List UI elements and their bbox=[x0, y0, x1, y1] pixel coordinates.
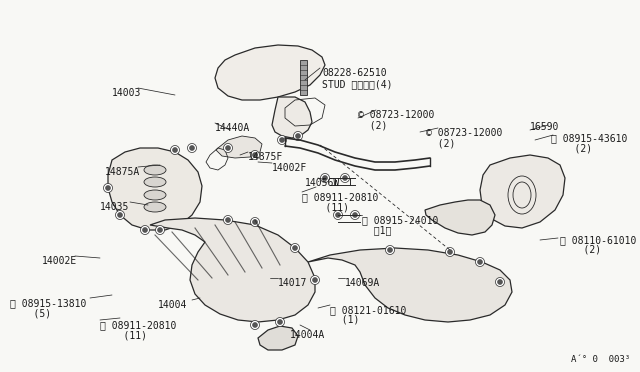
Circle shape bbox=[497, 279, 502, 285]
Circle shape bbox=[296, 134, 301, 138]
Circle shape bbox=[223, 215, 232, 224]
Text: Ⓝ 08911-20810: Ⓝ 08911-20810 bbox=[302, 192, 378, 202]
Text: Ⓝ 08915-13810: Ⓝ 08915-13810 bbox=[10, 298, 86, 308]
Text: Ⓜ 08915-24010: Ⓜ 08915-24010 bbox=[362, 215, 438, 225]
Text: Ⓝ 08911-20810: Ⓝ 08911-20810 bbox=[100, 320, 177, 330]
Text: STUD スタッド(4): STUD スタッド(4) bbox=[322, 79, 392, 89]
Circle shape bbox=[342, 176, 348, 180]
Text: 14004A: 14004A bbox=[290, 330, 325, 340]
Text: © 08723-12000: © 08723-12000 bbox=[426, 128, 502, 138]
Circle shape bbox=[321, 173, 330, 183]
Circle shape bbox=[278, 320, 282, 324]
Text: A´° 0  003³: A´° 0 003³ bbox=[571, 355, 630, 364]
Circle shape bbox=[476, 257, 484, 266]
Circle shape bbox=[294, 131, 303, 141]
Circle shape bbox=[173, 148, 177, 153]
Polygon shape bbox=[215, 45, 325, 100]
Circle shape bbox=[447, 250, 452, 254]
Circle shape bbox=[495, 278, 504, 286]
Text: 14069A: 14069A bbox=[345, 278, 380, 288]
Circle shape bbox=[118, 212, 122, 218]
Circle shape bbox=[189, 145, 195, 151]
Circle shape bbox=[143, 228, 147, 232]
Text: (1): (1) bbox=[330, 315, 360, 325]
Circle shape bbox=[225, 145, 230, 151]
Polygon shape bbox=[150, 218, 315, 322]
Ellipse shape bbox=[144, 177, 166, 187]
Text: (5): (5) bbox=[10, 308, 51, 318]
Circle shape bbox=[250, 218, 259, 227]
Circle shape bbox=[323, 176, 328, 180]
Text: 16590: 16590 bbox=[530, 122, 559, 132]
Circle shape bbox=[385, 246, 394, 254]
Ellipse shape bbox=[144, 190, 166, 200]
Text: 14035: 14035 bbox=[100, 202, 129, 212]
Circle shape bbox=[223, 144, 232, 153]
Polygon shape bbox=[258, 326, 298, 350]
Circle shape bbox=[291, 244, 300, 253]
Text: 14056W: 14056W bbox=[305, 178, 340, 188]
Polygon shape bbox=[216, 136, 262, 158]
Polygon shape bbox=[308, 248, 512, 322]
Circle shape bbox=[170, 145, 179, 154]
Circle shape bbox=[387, 247, 392, 253]
Circle shape bbox=[312, 278, 317, 282]
Text: 14017: 14017 bbox=[278, 278, 307, 288]
Circle shape bbox=[445, 247, 454, 257]
Circle shape bbox=[106, 186, 111, 190]
Circle shape bbox=[156, 225, 164, 234]
Text: (2): (2) bbox=[358, 120, 387, 130]
Circle shape bbox=[280, 138, 285, 142]
Text: (11): (11) bbox=[100, 330, 147, 340]
Ellipse shape bbox=[144, 202, 166, 212]
Circle shape bbox=[351, 211, 360, 219]
Circle shape bbox=[310, 276, 319, 285]
Polygon shape bbox=[480, 155, 565, 228]
Circle shape bbox=[353, 212, 358, 218]
Text: 14003: 14003 bbox=[112, 88, 141, 98]
Text: 14004: 14004 bbox=[158, 300, 188, 310]
Circle shape bbox=[141, 225, 150, 234]
Text: 14002E: 14002E bbox=[42, 256, 77, 266]
Circle shape bbox=[275, 317, 285, 327]
Circle shape bbox=[250, 151, 259, 160]
Circle shape bbox=[250, 321, 259, 330]
Polygon shape bbox=[272, 97, 312, 138]
Circle shape bbox=[157, 228, 163, 232]
Text: 14002F: 14002F bbox=[272, 163, 307, 173]
Circle shape bbox=[292, 246, 298, 250]
Circle shape bbox=[278, 135, 287, 144]
Text: Ⓜ 08915-43610: Ⓜ 08915-43610 bbox=[551, 133, 627, 143]
Ellipse shape bbox=[144, 165, 166, 175]
Text: 14875A: 14875A bbox=[105, 167, 140, 177]
Circle shape bbox=[335, 212, 340, 218]
Circle shape bbox=[253, 153, 257, 157]
Text: (2): (2) bbox=[560, 245, 601, 255]
Text: (11): (11) bbox=[302, 202, 349, 212]
Circle shape bbox=[104, 183, 113, 192]
Circle shape bbox=[225, 218, 230, 222]
Text: (2): (2) bbox=[426, 138, 456, 148]
Text: 08228-62510: 08228-62510 bbox=[322, 68, 387, 78]
Circle shape bbox=[477, 260, 483, 264]
Bar bbox=[300, 60, 307, 95]
Text: 14875F: 14875F bbox=[248, 152, 284, 162]
Circle shape bbox=[115, 211, 125, 219]
Circle shape bbox=[253, 219, 257, 224]
Text: Ⓑ 08121-01610: Ⓑ 08121-01610 bbox=[330, 305, 406, 315]
Circle shape bbox=[333, 211, 342, 219]
Circle shape bbox=[253, 323, 257, 327]
Text: Ⓑ 08110-61010: Ⓑ 08110-61010 bbox=[560, 235, 636, 245]
Circle shape bbox=[340, 173, 349, 183]
Text: （1）: （1） bbox=[362, 225, 392, 235]
Polygon shape bbox=[425, 200, 495, 235]
Polygon shape bbox=[108, 148, 202, 230]
Text: 14440A: 14440A bbox=[215, 123, 250, 133]
Text: (2): (2) bbox=[551, 143, 592, 153]
Text: © 08723-12000: © 08723-12000 bbox=[358, 110, 435, 120]
Circle shape bbox=[188, 144, 196, 153]
